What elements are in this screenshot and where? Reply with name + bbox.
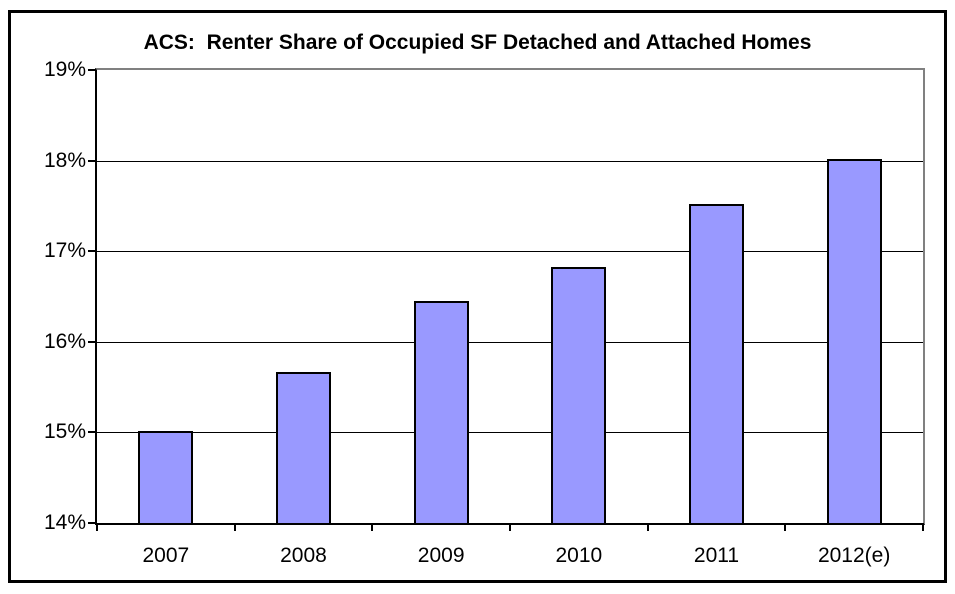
y-axis-tick: [88, 522, 95, 524]
x-axis-tick: [784, 523, 787, 531]
y-axis-label: 15%: [43, 420, 86, 444]
x-axis-label: 2009: [417, 544, 465, 567]
y-axis-label: 14%: [43, 511, 86, 534]
bar-2012(e): [826, 158, 882, 523]
gridline: [97, 432, 923, 434]
bar-2008: [276, 371, 331, 523]
bar-2007: [138, 430, 194, 523]
y-axis-tick: [88, 431, 95, 434]
y-axis-tick: [88, 69, 95, 71]
plot-area: [95, 68, 925, 525]
y-axis-label: 19%: [43, 58, 86, 81]
gridline: [97, 160, 923, 162]
y-axis-label: 18%: [43, 148, 86, 172]
x-axis-tick: [371, 523, 374, 531]
y-axis-tick: [88, 159, 95, 162]
x-axis-tick: [96, 523, 98, 531]
bar-2009: [413, 301, 469, 523]
y-axis-label: 17%: [43, 239, 86, 263]
bar-2010: [551, 266, 607, 523]
x-axis-label: 2007: [142, 544, 190, 567]
x-axis-label: 2012(e): [817, 544, 891, 567]
x-axis-tick: [646, 523, 649, 531]
x-axis-tick: [922, 523, 924, 531]
y-axis-tick: [88, 250, 95, 253]
y-axis-tick: [88, 340, 95, 343]
chart-title: ACS: Renter Share of Occupied SF Detache…: [143, 31, 812, 54]
x-axis-tick: [233, 523, 236, 531]
y-axis-label: 16%: [43, 329, 86, 353]
x-axis-label: 2008: [280, 544, 327, 567]
bar-2011: [689, 204, 744, 523]
gridline: [97, 251, 923, 253]
x-axis-tick: [509, 523, 511, 531]
x-axis-label: 2010: [555, 544, 603, 567]
gridline: [97, 341, 923, 343]
x-axis-label: 2011: [693, 544, 740, 567]
